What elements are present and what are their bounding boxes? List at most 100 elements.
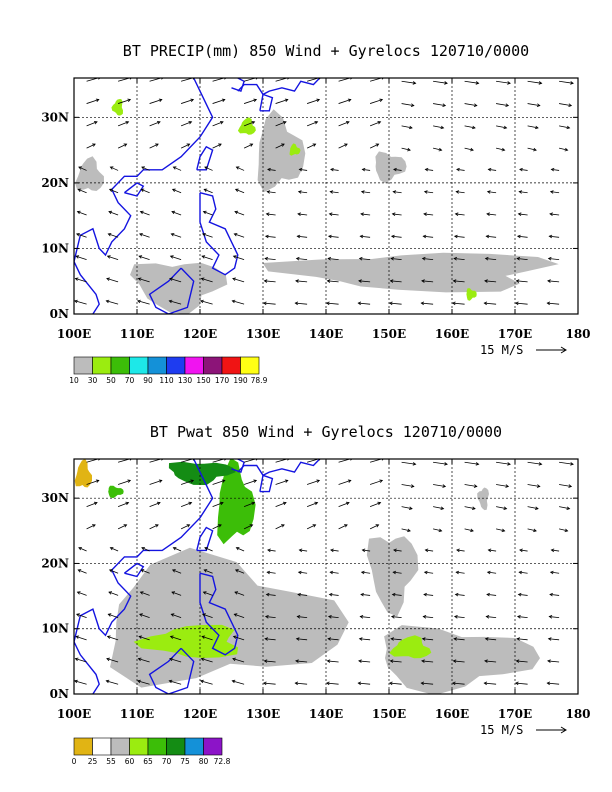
- wind-vector: [390, 280, 402, 283]
- wind-vector: [338, 524, 348, 530]
- wind-vector: [233, 255, 245, 260]
- wind-vector: [527, 484, 540, 487]
- wind-arrowhead: [325, 301, 330, 306]
- wind-vector: [327, 280, 339, 283]
- wind-arrowhead: [379, 98, 384, 102]
- wind-arrowhead: [420, 681, 425, 686]
- wind-vector: [547, 660, 560, 663]
- coastline: [148, 647, 195, 694]
- wind-vector: [515, 682, 528, 685]
- wind-arrowhead: [105, 679, 110, 684]
- wind-vector: [517, 638, 528, 641]
- wind-arrowhead: [156, 121, 161, 125]
- wind-arrowhead: [407, 528, 411, 533]
- wind-vector: [140, 591, 150, 596]
- wind-vector: [517, 235, 528, 238]
- wind-vector: [559, 461, 574, 465]
- wind-vector: [338, 99, 351, 104]
- wind-vector: [452, 682, 465, 685]
- wind-vector: [391, 638, 402, 641]
- wind-arrowhead: [408, 125, 413, 130]
- wind-vector: [547, 682, 560, 685]
- wind-vector: [338, 143, 348, 149]
- wind-vector: [78, 166, 87, 171]
- wind-vector: [369, 78, 383, 82]
- wind-arrowhead: [93, 121, 98, 125]
- wind-arrowhead: [534, 125, 539, 130]
- wind-vector: [362, 168, 371, 171]
- wind-vector: [527, 506, 539, 510]
- wind-vector: [306, 121, 318, 127]
- wind-arrowhead: [139, 613, 143, 617]
- wind-arrowhead: [547, 659, 551, 663]
- wind-arrowhead: [253, 98, 258, 102]
- wind-vector: [77, 591, 87, 596]
- wind-vector: [86, 121, 98, 127]
- wind-arrowhead: [200, 657, 205, 662]
- wind-arrowhead: [345, 501, 350, 506]
- wind-arrowhead: [264, 234, 269, 239]
- wind-vector: [170, 255, 182, 260]
- shaded-region: [289, 143, 301, 156]
- wind-arrowhead: [564, 528, 569, 533]
- wind-arrowhead: [390, 234, 395, 239]
- wind-arrowhead: [422, 234, 427, 239]
- colorbar-swatch: [147, 737, 167, 756]
- wind-arrowhead: [475, 81, 480, 85]
- wind-vector: [391, 616, 402, 619]
- shaded-region: [477, 487, 489, 511]
- wind-vector: [169, 278, 182, 283]
- coastline: [259, 93, 274, 112]
- wind-arrowhead: [190, 98, 195, 102]
- x-tick-label: 110E: [120, 707, 154, 721]
- wind-vector: [169, 680, 182, 685]
- wind-arrowhead: [423, 592, 427, 597]
- wind-vector: [109, 188, 119, 194]
- colorbar-label: 78.9: [251, 376, 268, 385]
- coastline: [74, 78, 214, 262]
- shaded-region: [257, 109, 306, 193]
- wind-arrowhead: [547, 637, 552, 641]
- wind-arrowhead: [141, 547, 145, 551]
- wind-vector: [267, 191, 276, 194]
- wind-arrowhead: [231, 299, 236, 304]
- wind-arrowhead: [234, 210, 239, 215]
- wind-arrowhead: [172, 166, 177, 170]
- shaded-region: [130, 262, 228, 314]
- wind-vector: [86, 502, 98, 508]
- wind-arrowhead: [534, 506, 539, 510]
- coastline: [231, 459, 245, 473]
- colorbar-label: 60: [125, 757, 135, 766]
- wind-vector: [201, 278, 213, 283]
- wind-vector: [361, 571, 371, 574]
- chart-title: BT Pwat 850 Wind + Gyrelocs 120710/0000: [150, 423, 502, 441]
- wind-vector: [306, 99, 320, 104]
- wind-arrowhead: [201, 255, 206, 259]
- colorbar-label: 55: [106, 757, 116, 766]
- wind-arrowhead: [360, 570, 365, 575]
- wind-vector: [171, 613, 182, 619]
- plot-area: [74, 459, 578, 694]
- coastline: [199, 192, 239, 276]
- wind-arrowhead: [314, 121, 319, 125]
- wind-arrowhead: [202, 210, 207, 215]
- wind-arrowhead: [361, 548, 366, 553]
- wind-arrowhead: [453, 637, 458, 641]
- wind-vector: [180, 524, 190, 530]
- wind-arrowhead: [253, 479, 258, 483]
- wind-vector: [360, 213, 371, 216]
- wind-vector: [171, 233, 182, 238]
- wind-vector: [393, 571, 402, 574]
- wind-arrowhead: [471, 506, 476, 510]
- wind-arrowhead: [141, 166, 145, 170]
- wind-vector: [401, 103, 414, 106]
- wind-vector: [433, 461, 448, 465]
- wind-arrowhead: [127, 479, 132, 483]
- wind-vector: [401, 147, 411, 151]
- wind-arrowhead: [568, 484, 573, 488]
- wind-arrowhead: [298, 167, 303, 172]
- wind-vector: [527, 461, 542, 465]
- wind-vector: [232, 658, 245, 663]
- wind-arrowhead: [358, 279, 362, 283]
- wind-vector: [78, 188, 87, 194]
